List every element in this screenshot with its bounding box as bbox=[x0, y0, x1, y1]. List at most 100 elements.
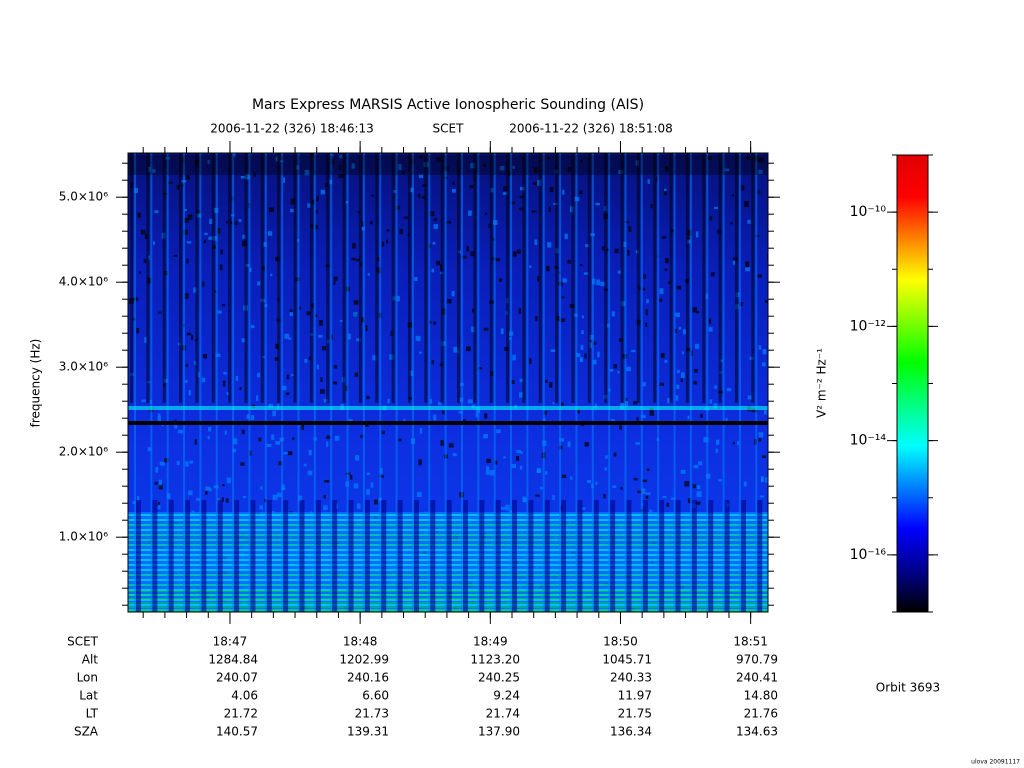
spectrogram-speckle bbox=[681, 351, 684, 355]
spectrogram-speckle bbox=[289, 309, 293, 312]
spectrogram-speckle bbox=[761, 362, 766, 367]
spectrogram-speckle bbox=[533, 167, 538, 174]
spectrogram-speckle bbox=[398, 164, 402, 170]
spectrogram-speckle bbox=[188, 389, 191, 396]
spectrogram-speckle bbox=[620, 403, 624, 406]
spectrogram-sweep bbox=[669, 153, 673, 403]
spectrogram-speckle bbox=[288, 337, 292, 340]
spectrogram-speckle bbox=[275, 441, 280, 445]
spectrogram-speckle bbox=[311, 199, 315, 205]
spectrogram-speckle bbox=[290, 198, 295, 205]
spectrogram-sweep bbox=[179, 153, 183, 403]
spectrogram-sweep bbox=[593, 500, 599, 612]
spectrogram-speckle bbox=[466, 246, 470, 252]
spectrogram-sweep bbox=[201, 500, 207, 612]
spectrogram-speckle bbox=[740, 185, 745, 191]
spectrogram-speckle bbox=[315, 209, 319, 214]
spectrogram-speckle bbox=[758, 169, 763, 174]
spectrogram-speckle bbox=[240, 462, 245, 466]
spectrogram-speckle bbox=[682, 329, 686, 335]
spectrogram-speckle bbox=[194, 439, 197, 445]
spectrogram-speckle bbox=[314, 314, 318, 317]
spectrogram-speckle bbox=[207, 159, 210, 164]
spectrogram-speckle bbox=[503, 186, 507, 191]
spectrogram-speckle bbox=[519, 195, 524, 199]
spectrogram-speckle bbox=[500, 506, 506, 510]
spectrogram-speckle bbox=[181, 184, 184, 187]
x-tick-label: 18:51 bbox=[733, 635, 768, 649]
spectrogram-speckle bbox=[409, 187, 414, 193]
spectrogram-speckle bbox=[548, 206, 551, 212]
x-tick-label: 18:48 bbox=[343, 635, 378, 649]
spectrogram-speckle bbox=[323, 505, 328, 511]
spectrogram-speckle bbox=[267, 231, 273, 236]
spectrogram-speckle bbox=[320, 189, 325, 195]
spectrogram-sweep bbox=[234, 500, 240, 612]
spectrogram-speckle bbox=[416, 492, 422, 498]
spectrogram-speckle bbox=[687, 498, 691, 504]
spectrogram-sweep bbox=[506, 153, 510, 403]
spectrogram-sweep bbox=[510, 153, 513, 612]
spectrogram-speckle bbox=[338, 174, 344, 178]
table-row-label: Lon bbox=[77, 671, 98, 685]
spectrogram-speckle bbox=[711, 272, 715, 277]
spectrogram-speckle bbox=[314, 224, 318, 230]
spectrogram-speckle bbox=[205, 490, 208, 495]
end-time: 2006-11-22 (326) 18:51:08 bbox=[509, 122, 673, 136]
spectrogram-speckle bbox=[458, 410, 463, 414]
spectrogram-speckle bbox=[614, 248, 619, 254]
spectrogram-sweep bbox=[381, 500, 387, 612]
spectrogram-speckle bbox=[379, 475, 385, 478]
colorbar-tick-label: 10⁻¹⁶ bbox=[850, 547, 887, 563]
spectrogram-speckle bbox=[581, 507, 586, 510]
spectrogram-speckle bbox=[716, 439, 720, 445]
colorbar-tick-label: 10⁻¹² bbox=[850, 318, 886, 334]
spectrogram-speckle bbox=[353, 483, 359, 489]
table-cell: 139.31 bbox=[347, 725, 389, 739]
spectrogram-speckle bbox=[278, 461, 283, 466]
spectrogram-speckle bbox=[222, 484, 225, 487]
spectrogram-speckle bbox=[764, 409, 767, 415]
spectrogram-speckle bbox=[184, 293, 189, 299]
spectrogram-speckle bbox=[258, 437, 262, 442]
spectrogram-sweep bbox=[168, 500, 174, 612]
spectrogram-speckle bbox=[451, 290, 455, 297]
spectrogram-speckle bbox=[665, 166, 669, 172]
spectrogram-speckle bbox=[579, 357, 583, 362]
spectrogram-speckle bbox=[550, 349, 556, 353]
spectrogram-sweep bbox=[538, 153, 542, 403]
spectrogram-speckle bbox=[561, 474, 567, 479]
spectrogram-speckle bbox=[485, 466, 490, 471]
spectrogram-speckle bbox=[191, 334, 194, 341]
spectrogram-speckle bbox=[547, 242, 552, 248]
spectrogram-speckle bbox=[366, 472, 370, 476]
spectrogram-speckle bbox=[272, 494, 278, 501]
spectrogram-speckle bbox=[370, 482, 374, 488]
spectrogram-speckle bbox=[492, 238, 495, 241]
table-cell: 1284.84 bbox=[208, 653, 258, 667]
spectrogram-speckle bbox=[650, 203, 653, 209]
spectrogram-speckle bbox=[290, 374, 294, 377]
spectrogram-speckle bbox=[467, 399, 473, 404]
spectrogram-speckle bbox=[624, 220, 629, 224]
spectrogram-speckle bbox=[471, 308, 475, 313]
spectrogram-speckle bbox=[360, 435, 364, 438]
spectrogram-speckle bbox=[606, 248, 610, 252]
spectrogram-speckle bbox=[366, 488, 370, 495]
spectrogram-speckle bbox=[556, 316, 561, 322]
spectrogram-speckle bbox=[747, 395, 753, 400]
spectrogram-sweep bbox=[375, 153, 379, 403]
spectrogram-speckle bbox=[304, 169, 310, 176]
spectrogram-sweep bbox=[571, 153, 575, 403]
spectrogram-speckle bbox=[708, 318, 712, 324]
spectrogram-speckle bbox=[666, 502, 670, 507]
spectrogram-speckle bbox=[696, 491, 702, 497]
spectrogram-speckle bbox=[436, 260, 441, 266]
spectrogram-speckle bbox=[138, 271, 141, 274]
spectrogram-speckle bbox=[303, 463, 307, 467]
spectrogram-speckle bbox=[732, 441, 735, 445]
table-cell: 21.76 bbox=[744, 707, 778, 721]
spectrogram-speckle bbox=[442, 308, 446, 315]
spectrogram-sweep bbox=[309, 153, 313, 403]
spectrogram-speckle bbox=[158, 311, 162, 314]
